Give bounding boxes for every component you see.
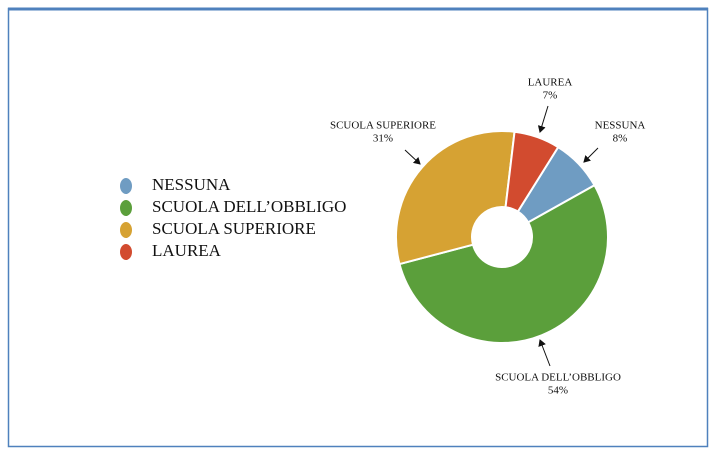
donut bbox=[395, 130, 609, 344]
legend-label: SCUOLA SUPERIORE bbox=[152, 219, 316, 238]
legend-marker bbox=[120, 178, 132, 194]
label-arrow bbox=[537, 105, 549, 133]
slice-value-label: 7% bbox=[543, 90, 558, 102]
slice-label: NESSUNA bbox=[595, 120, 646, 132]
slice-label: LAUREA bbox=[528, 77, 573, 89]
slice-value-label: 8% bbox=[613, 133, 628, 145]
donut-slice bbox=[395, 130, 516, 266]
legend-marker bbox=[120, 222, 132, 238]
legend-label: SCUOLA DELL’OBBLIGO bbox=[152, 197, 346, 216]
legend: NESSUNA SCUOLA DELL’OBBLIGO SCUOLA SUPERIO… bbox=[120, 175, 346, 260]
donut-slice bbox=[504, 130, 560, 213]
donut-slice bbox=[398, 183, 609, 344]
slice-value-label: 31% bbox=[373, 133, 393, 145]
label-arrow bbox=[404, 149, 421, 165]
slice-value-label: 54% bbox=[548, 385, 568, 397]
slice-label: SCUOLA SUPERIORE bbox=[330, 120, 436, 132]
slice-label: SCUOLA DELL’OBBLIGO bbox=[495, 372, 621, 384]
label-arrow bbox=[583, 147, 599, 163]
legend-label: NESSUNA bbox=[152, 175, 231, 194]
legend-marker bbox=[120, 244, 132, 260]
legend-marker bbox=[120, 200, 132, 216]
legend-label: LAUREA bbox=[152, 241, 222, 260]
label-arrow bbox=[538, 339, 551, 367]
